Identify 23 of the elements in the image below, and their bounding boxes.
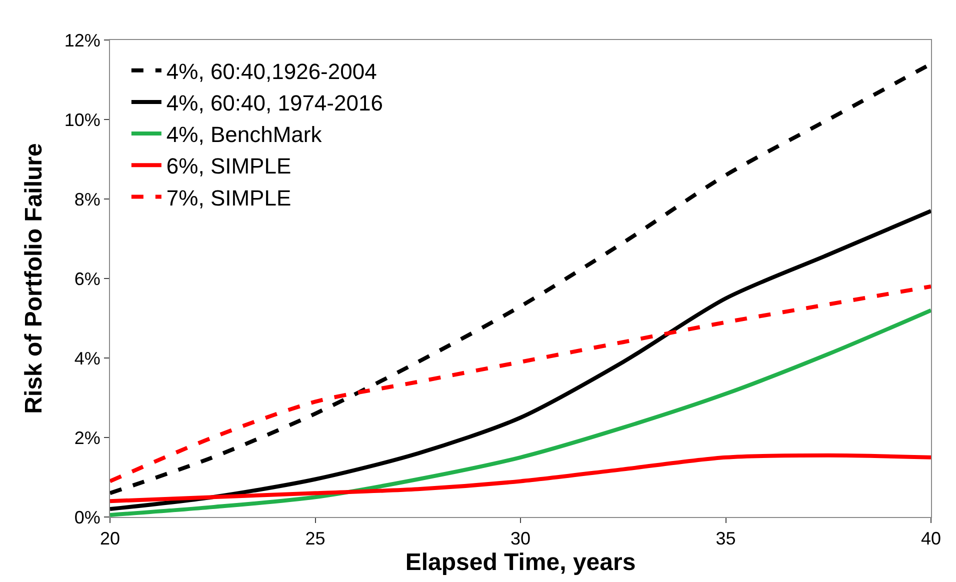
line-series — [110, 284, 931, 484]
line-series — [110, 208, 931, 512]
legend-label: 4%, 60:40, 1974-2016 — [166, 90, 383, 116]
x-tick-label: 30 — [510, 528, 531, 549]
y-tick-label: 12% — [64, 30, 100, 50]
legend-label: 6%, SIMPLE — [166, 154, 292, 179]
y-tick-label: 10% — [64, 110, 100, 130]
legend-label: 4%, 60:40,1926-2004 — [166, 58, 377, 84]
x-tick-label: 20 — [100, 528, 120, 549]
line-series — [110, 308, 931, 517]
x-tick-label: 40 — [920, 528, 942, 549]
y-tick-label: 0% — [74, 507, 100, 528]
y-axis-title: Risk of Portfolio Failure — [20, 143, 48, 414]
legend-label: 4%, BenchMark — [166, 122, 323, 148]
x-axis-title: Elapsed Time, years — [405, 548, 636, 576]
legend-label: 7%, SIMPLE — [166, 185, 292, 210]
line-series — [110, 453, 931, 504]
x-tick-label: 35 — [716, 528, 736, 549]
y-tick-label: 6% — [74, 268, 100, 289]
y-tick-label: 2% — [74, 428, 100, 448]
x-tick-label: 25 — [305, 528, 326, 549]
y-tick-label: 4% — [74, 348, 100, 368]
y-tick-label: 8% — [74, 189, 100, 210]
